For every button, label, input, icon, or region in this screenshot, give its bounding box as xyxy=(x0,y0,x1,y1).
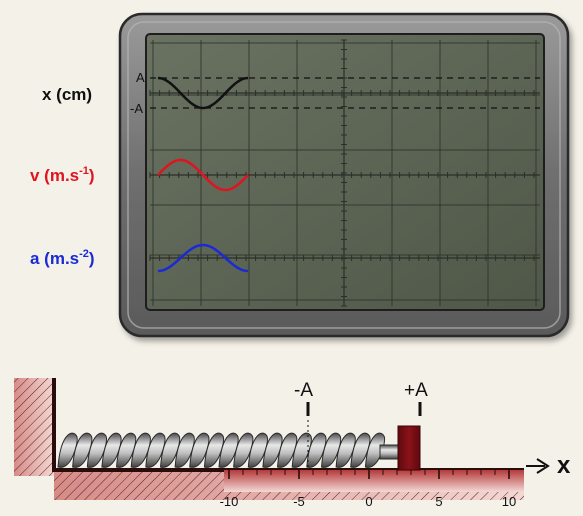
oscilloscope-screen xyxy=(145,33,545,311)
ruler-tick-label: 0 xyxy=(365,494,372,509)
spring-coil xyxy=(115,432,137,468)
ruler xyxy=(224,470,524,492)
ruler-ticks: -10 -5 0 5 10 xyxy=(220,470,516,509)
spring-coil xyxy=(247,432,268,468)
spring xyxy=(57,432,399,468)
spring-coil xyxy=(159,432,181,468)
plus-a-label: +A xyxy=(404,380,428,401)
spring-coil xyxy=(130,432,151,468)
a-axis-quantity-label: a (m.s-2) xyxy=(30,248,95,268)
spring-coil xyxy=(218,432,239,468)
spring-coil xyxy=(189,432,210,468)
wall-hatching xyxy=(14,378,54,476)
x-axis-arrowhead xyxy=(536,458,550,474)
x-amplitude-bottom-label: -A xyxy=(130,101,143,116)
spring-mass-apparatus: -10 -5 0 5 10 -A +A x xyxy=(14,378,571,509)
spring-coil xyxy=(350,432,371,468)
spring-coil xyxy=(72,432,93,468)
x-amplitude-top-label: A xyxy=(136,70,145,85)
spring-coil xyxy=(262,432,283,468)
spring-coil xyxy=(203,432,225,468)
ruler-tick-label: 5 xyxy=(435,494,442,509)
spring-coil xyxy=(306,432,327,468)
spring-coil xyxy=(57,432,78,468)
spring-coil xyxy=(335,432,356,468)
screen-grid xyxy=(149,39,540,307)
a-trace xyxy=(157,243,249,273)
mass-block xyxy=(397,425,421,471)
x-axis-label: x xyxy=(557,452,571,479)
v-label-exponent: -1 xyxy=(79,165,89,177)
v-label-main: v (m.s xyxy=(30,166,79,185)
spring-coil xyxy=(145,432,166,468)
spring-coil xyxy=(101,432,122,468)
v-label-end: ) xyxy=(89,166,95,185)
minus-a-label: -A xyxy=(294,380,313,401)
v-trace xyxy=(157,158,249,192)
ruler-tick-label: -5 xyxy=(293,494,305,509)
spring-end-connector xyxy=(379,444,399,460)
spring-coil xyxy=(276,432,298,468)
oscilloscope-bezel xyxy=(127,21,561,329)
oscilloscope: A -A xyxy=(118,12,570,338)
ruler-tick-label: -10 xyxy=(220,494,239,509)
spring-coil xyxy=(291,432,312,468)
a-label-end: ) xyxy=(89,249,95,268)
spring-coil xyxy=(364,432,386,468)
a-label-main: a (m.s xyxy=(30,249,79,268)
a-label-exponent: -2 xyxy=(79,248,89,260)
ruler-tick-label: 10 xyxy=(502,494,516,509)
v-axis-quantity-label: v (m.s-1) xyxy=(30,165,95,185)
spring-coil xyxy=(86,432,107,468)
spring-coil xyxy=(320,432,342,468)
x-trace xyxy=(157,76,249,110)
spring-coil xyxy=(233,432,254,468)
spring-coil xyxy=(174,432,195,468)
x-axis-quantity-label: x (cm) xyxy=(42,85,92,104)
